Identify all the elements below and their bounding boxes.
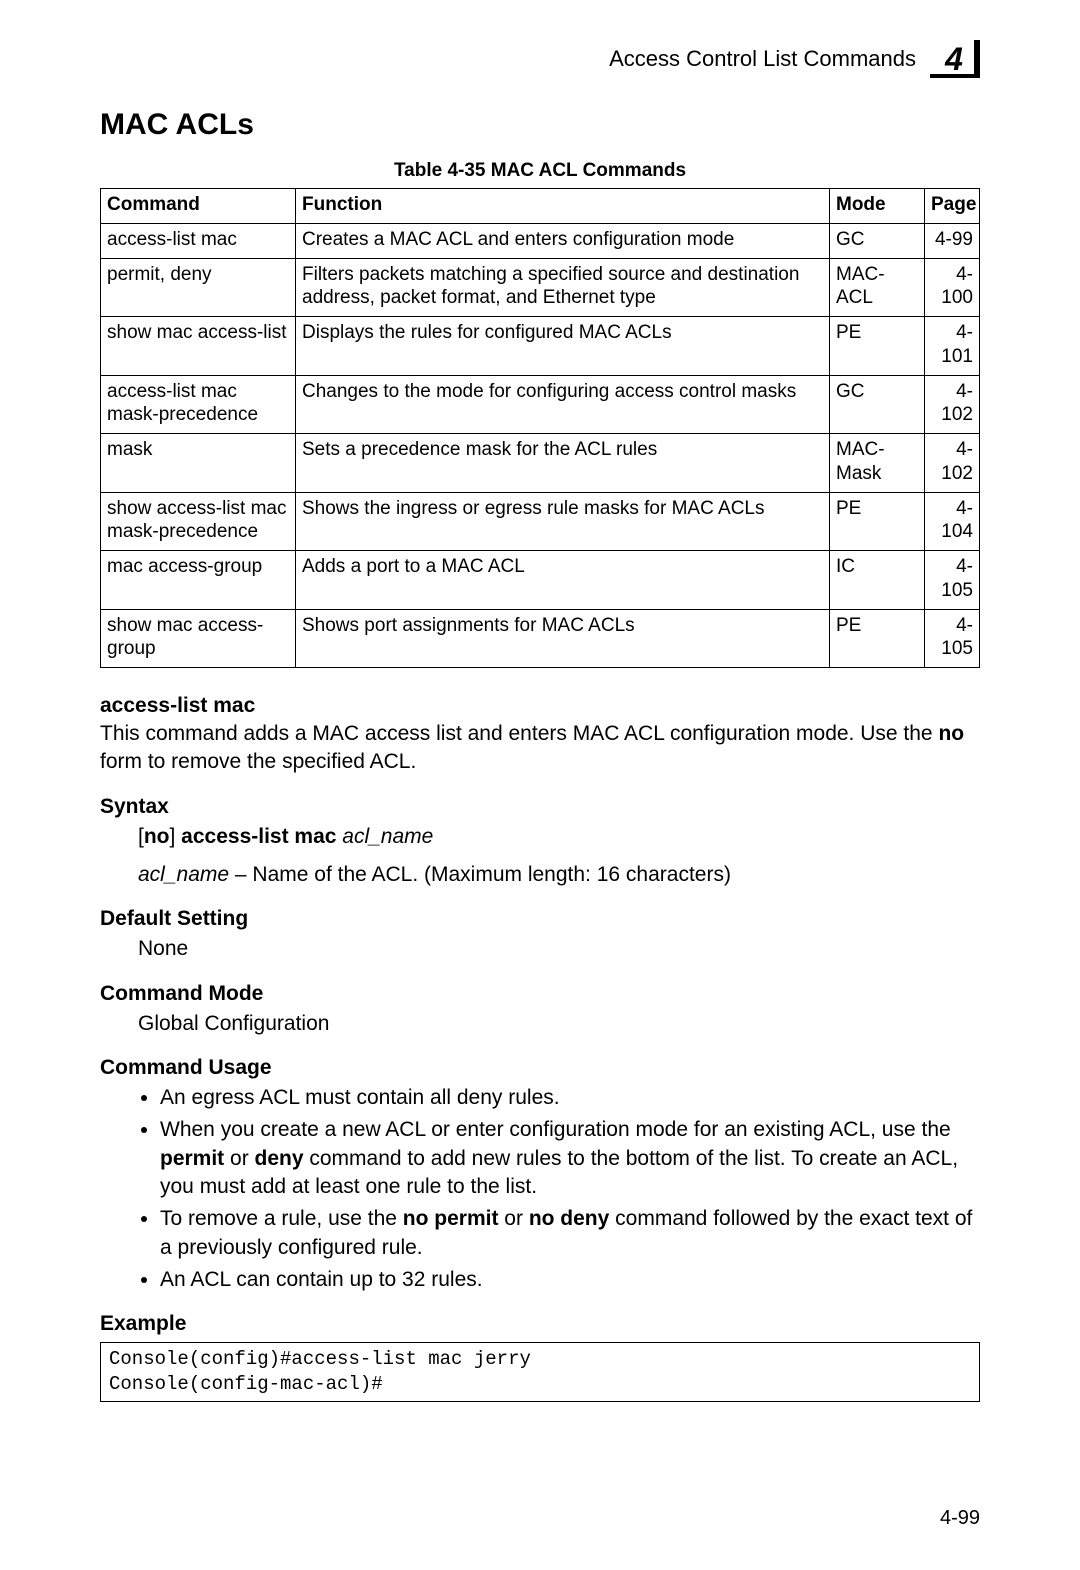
chapter-icon: 4 bbox=[930, 40, 980, 78]
cell-page: 4-102 bbox=[925, 375, 980, 434]
command-name: access-list mac bbox=[100, 694, 980, 718]
commands-table: Command Function Mode Page access-list m… bbox=[100, 188, 980, 668]
cell-command: access-list mac mask-precedence bbox=[101, 375, 296, 434]
syntax-arg-desc: acl_name – Name of the ACL. (Maximum len… bbox=[138, 861, 980, 889]
table-row: access-list mac mask-precedence Changes … bbox=[101, 375, 980, 434]
cell-function: Changes to the mode for configuring acce… bbox=[296, 375, 830, 434]
cell-mode: GC bbox=[830, 375, 925, 434]
usage-item: To remove a rule, use the no permit or n… bbox=[160, 1205, 980, 1262]
default-heading: Default Setting bbox=[100, 907, 980, 931]
syntax-line: [no] access-list mac acl_name bbox=[138, 823, 980, 851]
usage-item: When you create a new ACL or enter confi… bbox=[160, 1116, 980, 1201]
mode-value: Global Configuration bbox=[138, 1010, 980, 1038]
cell-page: 4-104 bbox=[925, 492, 980, 551]
command-description: This command adds a MAC access list and … bbox=[100, 720, 980, 777]
mode-heading: Command Mode bbox=[100, 982, 980, 1006]
usage-bold: no deny bbox=[529, 1207, 610, 1230]
desc-part: This command adds a MAC access list and … bbox=[100, 722, 938, 745]
cell-mode: MAC-Mask bbox=[830, 434, 925, 493]
chapter-number: 4 bbox=[944, 41, 963, 77]
page-number: 4-99 bbox=[940, 1507, 980, 1530]
desc-bold: no bbox=[938, 722, 964, 745]
cell-mode: IC bbox=[830, 551, 925, 610]
usage-text: or bbox=[498, 1207, 528, 1230]
usage-bold: no permit bbox=[403, 1207, 499, 1230]
cell-function: Sets a precedence mask for the ACL rules bbox=[296, 434, 830, 493]
table-header-row: Command Function Mode Page bbox=[101, 189, 980, 224]
cell-page: 4-100 bbox=[925, 258, 980, 317]
table-row: show mac access-list Displays the rules … bbox=[101, 317, 980, 376]
cell-command: show mac access-group bbox=[101, 609, 296, 668]
arg-desc: – Name of the ACL. (Maximum length: 16 c… bbox=[229, 863, 731, 886]
example-heading: Example bbox=[100, 1312, 980, 1336]
cell-function: Displays the rules for configured MAC AC… bbox=[296, 317, 830, 376]
cell-function: Creates a MAC ACL and enters configurati… bbox=[296, 223, 830, 258]
cell-page: 4-105 bbox=[925, 609, 980, 668]
cell-page: 4-105 bbox=[925, 551, 980, 610]
th-function: Function bbox=[296, 189, 830, 224]
desc-part: form to remove the specified ACL. bbox=[100, 750, 416, 773]
usage-list: An egress ACL must contain all deny rule… bbox=[138, 1084, 980, 1294]
cell-function: Filters packets matching a specified sou… bbox=[296, 258, 830, 317]
th-page: Page bbox=[925, 189, 980, 224]
page-title: MAC ACLs bbox=[100, 108, 980, 142]
cell-command: show access-list mac mask-precedence bbox=[101, 492, 296, 551]
table-row: show mac access-group Shows port assignm… bbox=[101, 609, 980, 668]
cell-page: 4-99 bbox=[925, 223, 980, 258]
arg-name: acl_name bbox=[138, 863, 229, 886]
th-command: Command bbox=[101, 189, 296, 224]
cell-function: Shows port assignments for MAC ACLs bbox=[296, 609, 830, 668]
usage-text: or bbox=[224, 1147, 254, 1170]
table-row: mask Sets a precedence mask for the ACL … bbox=[101, 434, 980, 493]
syntax-no: no bbox=[144, 825, 170, 848]
cell-mode: GC bbox=[830, 223, 925, 258]
syntax-bracket: ] bbox=[170, 825, 182, 848]
cell-function: Adds a port to a MAC ACL bbox=[296, 551, 830, 610]
th-mode: Mode bbox=[830, 189, 925, 224]
syntax-arg: acl_name bbox=[336, 825, 433, 848]
table-row: mac access-group Adds a port to a MAC AC… bbox=[101, 551, 980, 610]
cell-command: show mac access-list bbox=[101, 317, 296, 376]
cell-command: mask bbox=[101, 434, 296, 493]
cell-mode: PE bbox=[830, 317, 925, 376]
usage-heading: Command Usage bbox=[100, 1056, 980, 1080]
usage-text: To remove a rule, use the bbox=[160, 1207, 403, 1230]
page-header: Access Control List Commands 4 bbox=[100, 40, 980, 78]
usage-bold: permit bbox=[160, 1147, 224, 1170]
cell-command: mac access-group bbox=[101, 551, 296, 610]
usage-text: When you create a new ACL or enter confi… bbox=[160, 1118, 951, 1141]
usage-item: An egress ACL must contain all deny rule… bbox=[160, 1084, 980, 1112]
syntax-cmd: access-list mac bbox=[181, 825, 336, 848]
page: Access Control List Commands 4 MAC ACLs … bbox=[0, 0, 1080, 1570]
cell-mode: MAC-ACL bbox=[830, 258, 925, 317]
syntax-heading: Syntax bbox=[100, 795, 980, 819]
default-value: None bbox=[138, 935, 980, 963]
cell-command: permit, deny bbox=[101, 258, 296, 317]
breadcrumb: Access Control List Commands bbox=[609, 46, 916, 72]
table-caption: Table 4-35 MAC ACL Commands bbox=[100, 160, 980, 182]
cell-command: access-list mac bbox=[101, 223, 296, 258]
cell-mode: PE bbox=[830, 609, 925, 668]
table-row: show access-list mac mask-precedence Sho… bbox=[101, 492, 980, 551]
cell-function: Shows the ingress or egress rule masks f… bbox=[296, 492, 830, 551]
cell-page: 4-101 bbox=[925, 317, 980, 376]
table-row: access-list mac Creates a MAC ACL and en… bbox=[101, 223, 980, 258]
table-row: permit, deny Filters packets matching a … bbox=[101, 258, 980, 317]
usage-bold: deny bbox=[255, 1147, 304, 1170]
usage-item: An ACL can contain up to 32 rules. bbox=[160, 1266, 980, 1294]
example-code: Console(config)#access-list mac jerry Co… bbox=[100, 1342, 980, 1401]
cell-page: 4-102 bbox=[925, 434, 980, 493]
cell-mode: PE bbox=[830, 492, 925, 551]
